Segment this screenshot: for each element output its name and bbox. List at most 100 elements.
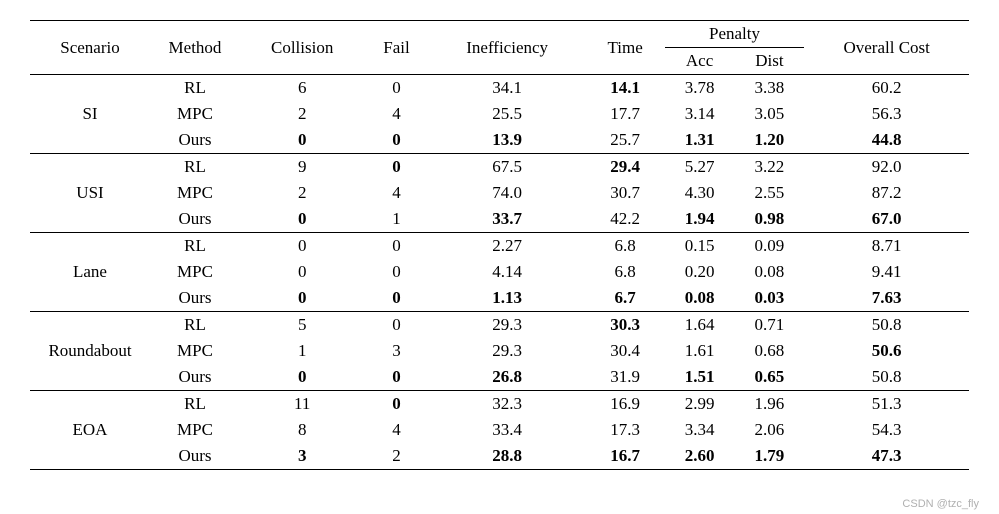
method-cell: MPC — [150, 101, 240, 127]
penalty_dist-cell: 0.09 — [735, 233, 805, 260]
method-cell: Ours — [150, 127, 240, 154]
time-cell: 30.3 — [586, 312, 665, 339]
overall-cell: 47.3 — [804, 443, 969, 470]
scenario-cell: USI — [30, 154, 150, 233]
method-cell: MPC — [150, 338, 240, 364]
method-cell: Ours — [150, 285, 240, 312]
inefficiency-cell: 4.14 — [429, 259, 586, 285]
time-cell: 16.9 — [586, 391, 665, 418]
watermark: CSDN @tzc_fly — [902, 498, 979, 510]
table-row: MPC8433.417.33.342.0654.3 — [30, 417, 969, 443]
penalty_acc-cell: 3.14 — [665, 101, 735, 127]
table-row: EOARL11032.316.92.991.9651.3 — [30, 391, 969, 418]
table-row: MPC2425.517.73.143.0556.3 — [30, 101, 969, 127]
table-row: MPC004.146.80.200.089.41 — [30, 259, 969, 285]
table-row: MPC2474.030.74.302.5587.2 — [30, 180, 969, 206]
collision-cell: 2 — [240, 180, 364, 206]
fail-cell: 4 — [364, 101, 428, 127]
inefficiency-cell: 34.1 — [429, 75, 586, 102]
fail-cell: 0 — [364, 233, 428, 260]
time-cell: 29.4 — [586, 154, 665, 181]
penalty_acc-cell: 0.08 — [665, 285, 735, 312]
overall-cell: 51.3 — [804, 391, 969, 418]
table-body: SIRL6034.114.13.783.3860.2MPC2425.517.73… — [30, 75, 969, 470]
penalty_dist-cell: 2.06 — [735, 417, 805, 443]
collision-cell: 0 — [240, 127, 364, 154]
penalty_acc-cell: 2.99 — [665, 391, 735, 418]
table-row: MPC1329.330.41.610.6850.6 — [30, 338, 969, 364]
overall-cell: 8.71 — [804, 233, 969, 260]
time-cell: 31.9 — [586, 364, 665, 391]
time-cell: 17.3 — [586, 417, 665, 443]
col-header-time: Time — [586, 21, 665, 75]
collision-cell: 0 — [240, 364, 364, 391]
penalty_acc-cell: 5.27 — [665, 154, 735, 181]
penalty_dist-cell: 0.71 — [735, 312, 805, 339]
fail-cell: 0 — [364, 154, 428, 181]
fail-cell: 1 — [364, 206, 428, 233]
penalty_dist-cell: 0.03 — [735, 285, 805, 312]
method-cell: MPC — [150, 180, 240, 206]
method-cell: MPC — [150, 417, 240, 443]
collision-cell: 0 — [240, 259, 364, 285]
penalty_acc-cell: 4.30 — [665, 180, 735, 206]
fail-cell: 0 — [364, 259, 428, 285]
scenario-cell: Roundabout — [30, 312, 150, 391]
penalty_acc-cell: 3.78 — [665, 75, 735, 102]
table-row: Ours0133.742.21.940.9867.0 — [30, 206, 969, 233]
penalty_dist-cell: 3.38 — [735, 75, 805, 102]
fail-cell: 4 — [364, 180, 428, 206]
time-cell: 30.4 — [586, 338, 665, 364]
inefficiency-cell: 2.27 — [429, 233, 586, 260]
time-cell: 6.8 — [586, 259, 665, 285]
method-cell: Ours — [150, 364, 240, 391]
collision-cell: 6 — [240, 75, 364, 102]
collision-cell: 2 — [240, 101, 364, 127]
inefficiency-cell: 67.5 — [429, 154, 586, 181]
table-header: Scenario Method Collision Fail Inefficie… — [30, 21, 969, 75]
penalty_acc-cell: 0.20 — [665, 259, 735, 285]
method-cell: RL — [150, 312, 240, 339]
time-cell: 6.7 — [586, 285, 665, 312]
table-row: SIRL6034.114.13.783.3860.2 — [30, 75, 969, 102]
penalty_dist-cell: 3.22 — [735, 154, 805, 181]
inefficiency-cell: 13.9 — [429, 127, 586, 154]
method-cell: Ours — [150, 206, 240, 233]
penalty_dist-cell: 0.08 — [735, 259, 805, 285]
penalty_acc-cell: 3.34 — [665, 417, 735, 443]
table-row: Ours0026.831.91.510.6550.8 — [30, 364, 969, 391]
time-cell: 25.7 — [586, 127, 665, 154]
col-header-penalty: Penalty — [665, 21, 805, 48]
col-header-inefficiency: Inefficiency — [429, 21, 586, 75]
fail-cell: 0 — [364, 312, 428, 339]
time-cell: 30.7 — [586, 180, 665, 206]
col-header-penalty-acc: Acc — [665, 48, 735, 75]
inefficiency-cell: 74.0 — [429, 180, 586, 206]
table-row: Ours0013.925.71.311.2044.8 — [30, 127, 969, 154]
time-cell: 42.2 — [586, 206, 665, 233]
overall-cell: 44.8 — [804, 127, 969, 154]
scenario-cell: SI — [30, 75, 150, 154]
overall-cell: 50.8 — [804, 364, 969, 391]
table-row: USIRL9067.529.45.273.2292.0 — [30, 154, 969, 181]
overall-cell: 67.0 — [804, 206, 969, 233]
time-cell: 16.7 — [586, 443, 665, 470]
overall-cell: 50.6 — [804, 338, 969, 364]
penalty_acc-cell: 1.31 — [665, 127, 735, 154]
method-cell: RL — [150, 233, 240, 260]
scenario-cell: Lane — [30, 233, 150, 312]
fail-cell: 0 — [364, 285, 428, 312]
overall-cell: 87.2 — [804, 180, 969, 206]
collision-cell: 3 — [240, 443, 364, 470]
col-header-overall: Overall Cost — [804, 21, 969, 75]
method-cell: RL — [150, 154, 240, 181]
penalty_acc-cell: 1.64 — [665, 312, 735, 339]
col-header-penalty-dist: Dist — [735, 48, 805, 75]
fail-cell: 0 — [364, 127, 428, 154]
method-cell: Ours — [150, 443, 240, 470]
penalty_dist-cell: 1.79 — [735, 443, 805, 470]
collision-cell: 5 — [240, 312, 364, 339]
inefficiency-cell: 1.13 — [429, 285, 586, 312]
penalty_dist-cell: 0.68 — [735, 338, 805, 364]
collision-cell: 11 — [240, 391, 364, 418]
